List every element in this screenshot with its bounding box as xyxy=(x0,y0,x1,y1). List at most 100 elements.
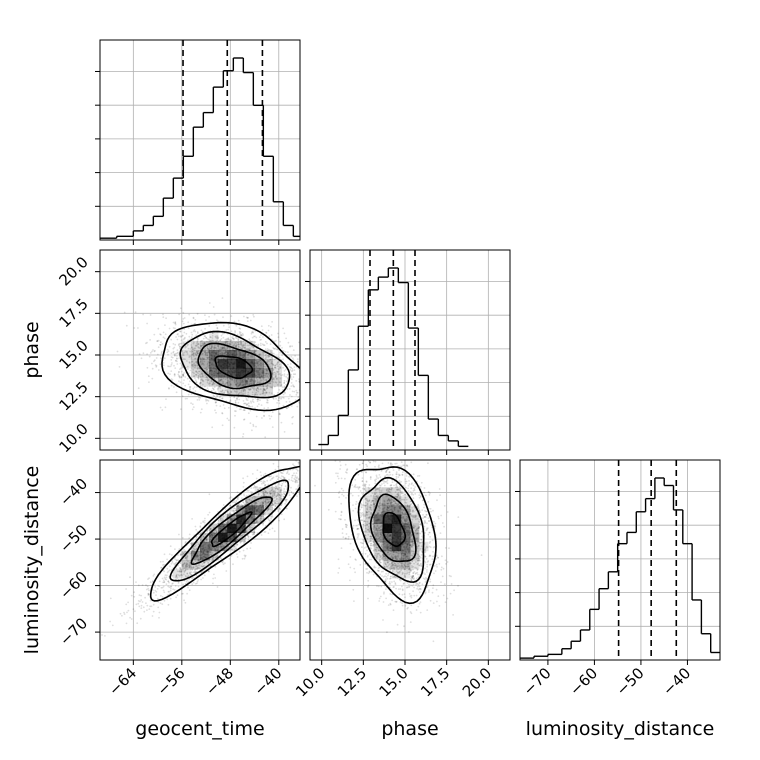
scatter-point xyxy=(253,373,256,375)
scatter-point xyxy=(242,374,245,376)
scatter-point xyxy=(404,575,406,578)
scatter-point xyxy=(209,367,212,369)
scatter-point xyxy=(221,534,224,536)
scatter-point xyxy=(385,535,387,538)
scatter-point xyxy=(196,367,199,369)
scatter-point xyxy=(156,353,159,356)
scatter-point xyxy=(223,370,225,373)
scatter-point xyxy=(250,359,253,362)
scatter-point xyxy=(284,351,287,353)
scatter-point xyxy=(235,345,238,348)
scatter-point xyxy=(233,380,236,383)
scatter-point xyxy=(221,561,223,563)
scatter-point xyxy=(209,538,212,541)
scatter-point xyxy=(276,502,279,505)
scatter-point xyxy=(177,585,180,588)
scatter-point xyxy=(239,519,242,522)
scatter-point xyxy=(182,563,185,565)
scatter-point xyxy=(257,387,259,389)
scatter-point xyxy=(188,566,191,569)
scatter-point xyxy=(194,366,196,369)
scatter-point xyxy=(247,404,250,407)
scatter-point xyxy=(189,542,192,545)
scatter-point xyxy=(232,345,235,347)
scatter-point xyxy=(250,382,253,385)
scatter-point xyxy=(304,344,306,346)
scatter-point xyxy=(214,355,216,358)
scatter-point xyxy=(216,387,219,390)
scatter-point xyxy=(270,517,272,520)
scatter-point xyxy=(273,486,275,489)
scatter-point xyxy=(306,405,308,407)
scatter-point xyxy=(199,396,202,399)
scatter-point xyxy=(252,495,255,498)
scatter-point xyxy=(361,504,364,506)
scatter-point xyxy=(404,596,406,599)
scatter-point xyxy=(211,376,214,379)
scatter-point xyxy=(211,426,214,429)
scatter-point xyxy=(218,350,221,353)
scatter-point xyxy=(206,379,209,382)
scatter-point xyxy=(247,377,250,380)
scatter-point xyxy=(230,373,232,376)
scatter-point xyxy=(272,368,275,371)
scatter-point xyxy=(256,381,259,383)
scatter-point xyxy=(246,344,249,347)
scatter-point xyxy=(242,516,245,519)
scatter-point xyxy=(213,540,216,542)
scatter-point xyxy=(281,493,283,496)
scatter-point xyxy=(214,529,217,531)
scatter-point xyxy=(256,519,258,522)
scatter-point xyxy=(197,560,200,563)
scatter-point xyxy=(292,376,295,378)
scatter-point xyxy=(149,352,152,354)
density-cell xyxy=(190,340,201,351)
scatter-point xyxy=(229,527,232,529)
scatter-point xyxy=(127,601,129,604)
scatter-point xyxy=(172,347,175,350)
scatter-point xyxy=(272,493,275,495)
scatter-point xyxy=(237,341,239,344)
scatter-point xyxy=(229,399,232,401)
scatter-point xyxy=(205,553,208,556)
scatter-point xyxy=(274,347,277,350)
scatter-point xyxy=(233,527,236,530)
scatter-point xyxy=(251,496,254,499)
scatter-point xyxy=(186,573,189,575)
scatter-point xyxy=(410,483,413,486)
scatter-point xyxy=(237,361,240,364)
scatter-point xyxy=(391,510,394,513)
scatter-point xyxy=(221,561,224,564)
scatter-point xyxy=(206,338,209,340)
scatter-point xyxy=(180,376,183,378)
scatter-point xyxy=(304,464,306,466)
scatter-point xyxy=(279,377,282,380)
scatter-point xyxy=(291,369,294,372)
scatter-point xyxy=(210,551,212,554)
scatter-point xyxy=(222,359,224,362)
scatter-point xyxy=(280,489,283,491)
scatter-point xyxy=(263,411,265,413)
scatter-point xyxy=(264,483,267,486)
scatter-point xyxy=(188,537,191,540)
density-cell xyxy=(400,560,411,570)
scatter-point xyxy=(187,383,190,386)
scatter-point xyxy=(202,556,205,558)
scatter-point xyxy=(228,354,231,357)
scatter-point xyxy=(211,362,214,365)
scatter-point xyxy=(159,343,162,346)
scatter-point xyxy=(202,565,205,568)
scatter-point xyxy=(233,379,236,382)
scatter-point xyxy=(183,599,186,602)
scatter-point xyxy=(250,542,253,544)
scatter-point xyxy=(200,554,203,557)
scatter-point xyxy=(180,574,183,576)
scatter-point xyxy=(230,527,233,530)
scatter-point xyxy=(182,373,185,376)
scatter-point xyxy=(283,431,286,433)
scatter-point xyxy=(217,379,220,382)
scatter-point xyxy=(265,368,268,371)
scatter-point xyxy=(224,352,227,354)
scatter-point xyxy=(221,525,223,528)
scatter-point xyxy=(271,477,274,480)
